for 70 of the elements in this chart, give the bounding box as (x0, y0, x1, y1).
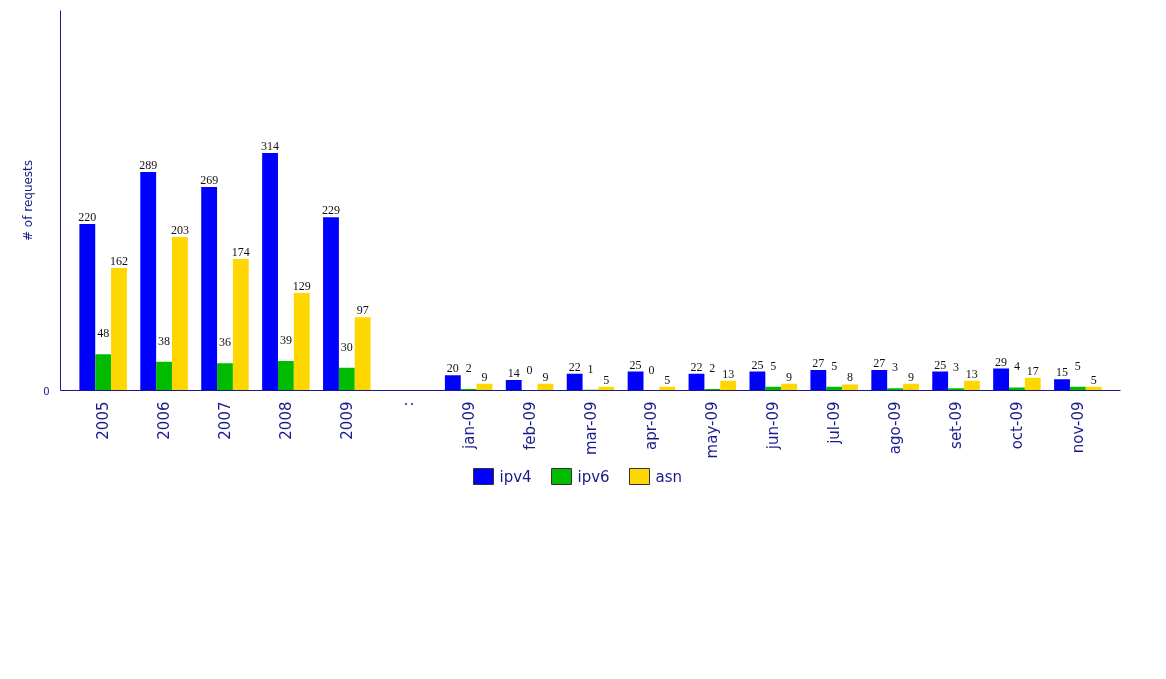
data-label: 30 (340, 339, 353, 354)
x-tick-label: mar-09 (581, 401, 600, 456)
data-label: 5 (1090, 372, 1097, 387)
data-label: 13 (965, 366, 978, 381)
data-label: 5 (1074, 358, 1081, 373)
data-label: 2 (709, 360, 716, 375)
data-label: 4 (1013, 359, 1020, 374)
data-label: 5 (831, 358, 838, 373)
legend-label: ipv6 (577, 467, 610, 486)
data-label: 15 (1056, 365, 1069, 380)
data-label: 269 (200, 173, 219, 188)
x-tick-label: 2009 (337, 401, 356, 440)
x-tick-label: jun-09 (764, 401, 783, 451)
data-label: 20 (446, 361, 459, 376)
data-label: 97 (356, 303, 369, 318)
data-label: 5 (770, 358, 777, 373)
data-label: 27 (873, 356, 886, 371)
data-label: 27 (812, 356, 825, 371)
data-label: 9 (786, 369, 793, 384)
text: 0 (43, 385, 50, 397)
data-label: 48 (97, 326, 110, 341)
data-label: 17 (1026, 363, 1039, 378)
x-tick-label: 2008 (276, 401, 295, 440)
data-label: 3 (892, 360, 899, 375)
data-label: 3 (953, 360, 960, 375)
data-label: 174 (231, 244, 250, 259)
x-tick-label: apr-09 (642, 401, 661, 450)
x-tick-label: ago-09 (886, 401, 905, 455)
data-label: 25 (751, 357, 764, 372)
data-label: 0 (526, 362, 533, 377)
x-tick-label: may-09 (703, 401, 722, 459)
data-label: 14 (507, 365, 520, 380)
data-label: 229 (321, 203, 340, 218)
data-label: 9 (907, 369, 914, 384)
data-label: 5 (664, 372, 671, 387)
data-label: 25 (629, 357, 642, 372)
data-label: 39 (279, 333, 292, 347)
data-label: 36 (218, 335, 231, 350)
data-label: 29 (995, 354, 1008, 369)
data-label: 1 (587, 361, 594, 376)
data-label: 8 (847, 370, 854, 385)
data-label: 9 (481, 369, 488, 384)
data-label: 22 (568, 359, 581, 374)
data-label: 289 (139, 157, 158, 172)
text: : (398, 401, 417, 407)
x-tick-label: jan-09 (459, 401, 478, 450)
x-tick-label: jul-09 (825, 401, 844, 445)
x-tick-label: set-09 (947, 401, 966, 449)
x-tick-label: 2006 (155, 401, 174, 440)
x-tick-label: feb-09 (520, 401, 539, 451)
x-tick-label: 2007 (215, 401, 234, 440)
x-tick-label: nov-09 (1068, 401, 1087, 454)
legend-label: ipv4 (499, 467, 532, 486)
x-tick-label: oct-09 (1007, 401, 1026, 450)
data-label: 38 (158, 333, 171, 348)
data-label: 5 (603, 372, 610, 387)
data-label: 9 (542, 369, 549, 384)
data-label: 203 (170, 222, 189, 237)
y-axis-title: # of requests (21, 159, 36, 242)
data-label: 314 (261, 139, 280, 153)
data-label: 220 (78, 210, 97, 225)
data-label: 25 (934, 357, 947, 372)
data-label: 129 (292, 278, 311, 293)
legend-label: asn (655, 467, 683, 486)
data-label: 2 (465, 360, 472, 375)
data-label: 0 (648, 362, 655, 377)
data-label: 162 (109, 253, 128, 268)
data-label: 22 (690, 359, 703, 374)
x-tick-label: 2005 (94, 401, 113, 440)
data-label: 13 (722, 366, 735, 381)
